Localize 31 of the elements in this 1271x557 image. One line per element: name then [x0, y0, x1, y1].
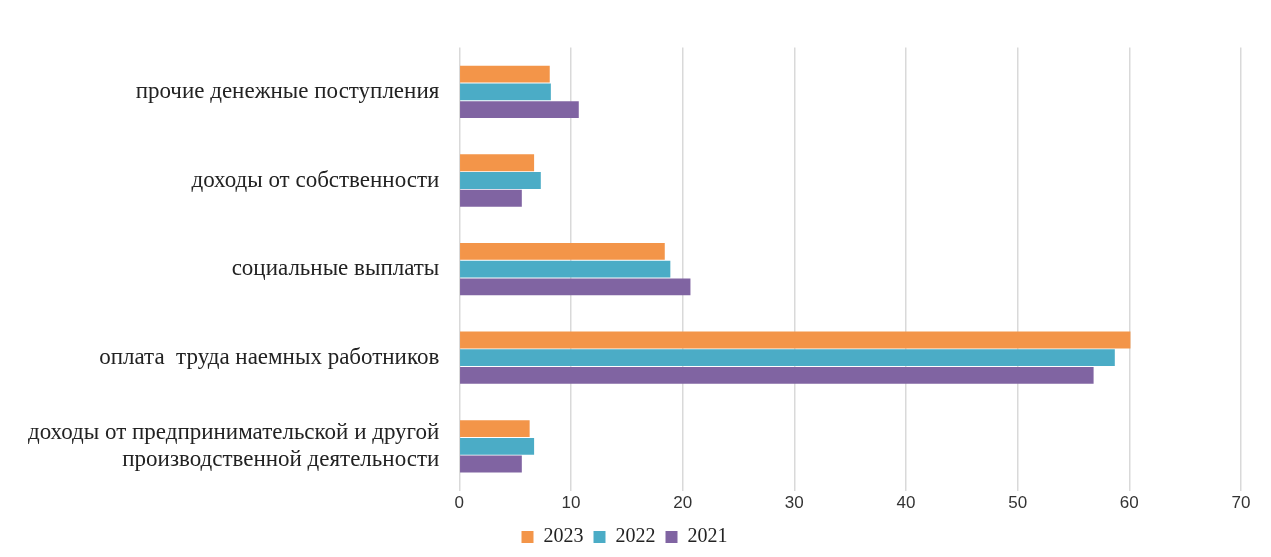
x-tick-label: 70	[1231, 493, 1251, 513]
bar	[460, 172, 541, 189]
bar	[460, 349, 1115, 367]
x-tick-label: 50	[1008, 493, 1028, 513]
bar	[460, 278, 691, 296]
x-tick-label: 60	[1119, 493, 1139, 513]
bar	[460, 455, 522, 473]
bar	[460, 367, 1094, 384]
bar	[460, 260, 671, 278]
bar	[460, 101, 579, 119]
x-tick-label: 0	[454, 493, 465, 513]
bar	[460, 437, 535, 455]
bar	[460, 65, 550, 83]
bar	[460, 83, 551, 101]
bar	[460, 189, 522, 207]
y-tick-label: доходы от собственности	[191, 166, 440, 192]
y-tick-label: доходы от предпринимательской и другой производственной деятельности	[27, 418, 440, 472]
legend-label: 2023	[543, 524, 584, 547]
y-tick-label: прочие денежные поступления	[135, 77, 440, 103]
bar	[460, 420, 530, 437]
bar	[460, 242, 665, 260]
x-tick-label: 10	[561, 493, 581, 513]
legend-label: 2022	[615, 524, 656, 547]
legend-label: 2021	[687, 524, 728, 547]
x-tick-label: 20	[673, 493, 693, 513]
y-tick-label: социальные выплаты	[231, 255, 440, 281]
x-tick-label: 30	[784, 493, 804, 513]
bar	[460, 154, 535, 172]
y-tick-label: оплата труда наемных работников	[99, 343, 440, 369]
x-tick-label: 40	[896, 493, 916, 513]
bar	[460, 331, 1131, 349]
